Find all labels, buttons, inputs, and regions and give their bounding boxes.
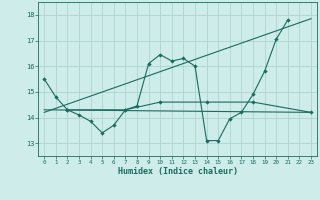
X-axis label: Humidex (Indice chaleur): Humidex (Indice chaleur) bbox=[118, 167, 238, 176]
